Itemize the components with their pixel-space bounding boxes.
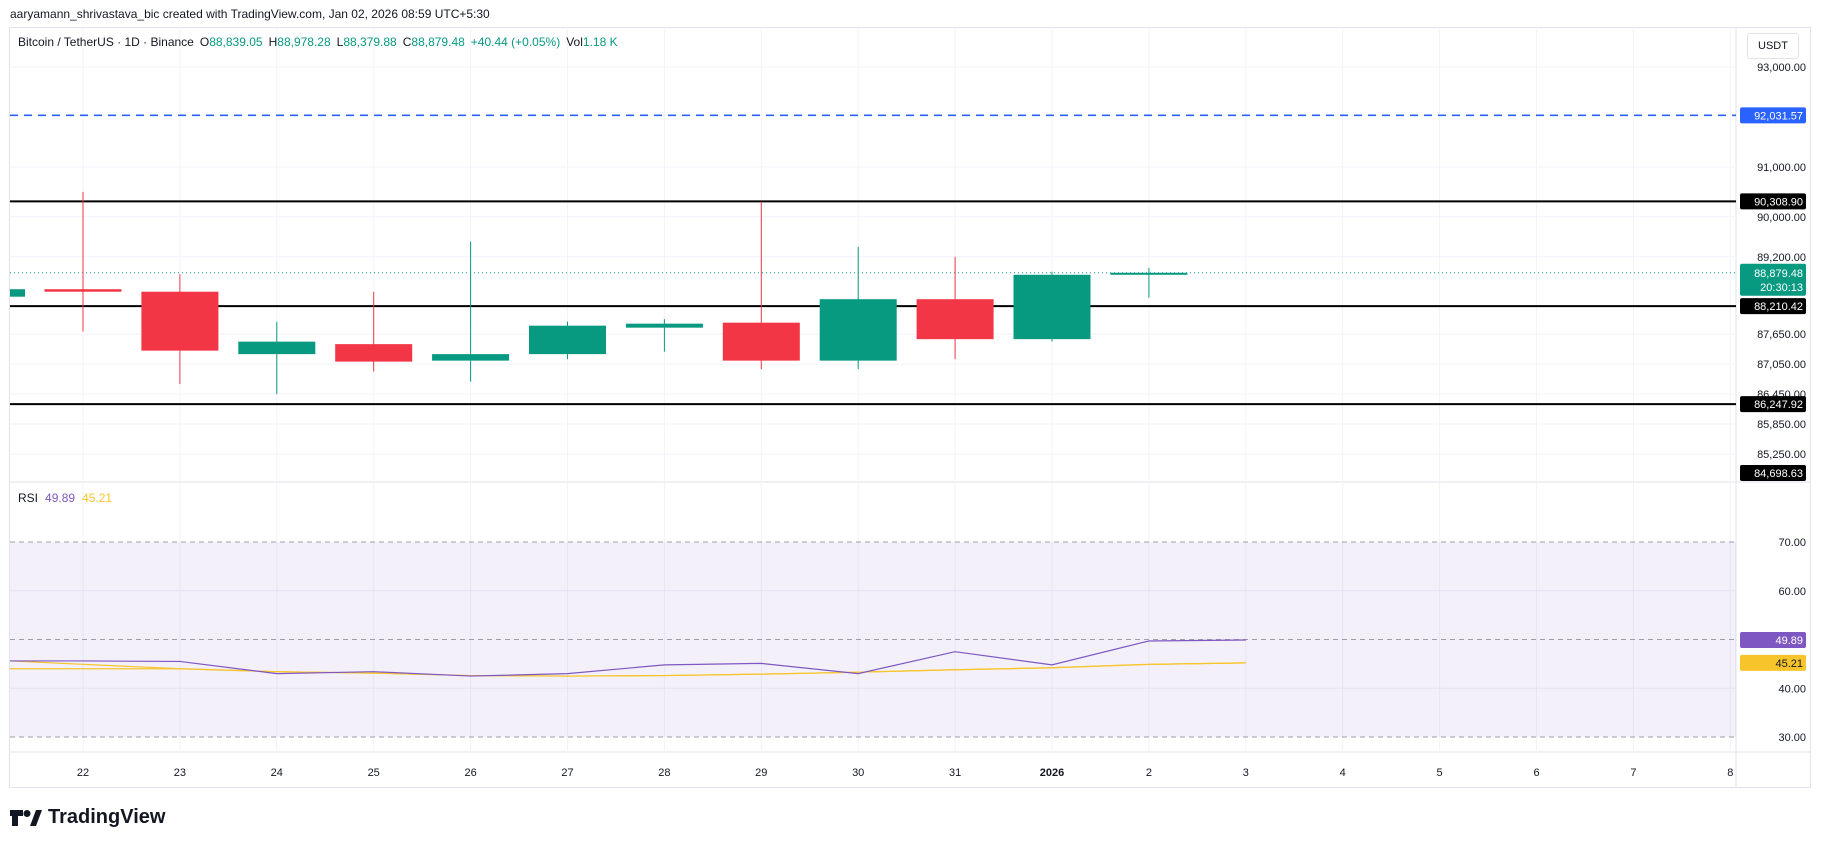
level-price-tag-bg: [1740, 107, 1806, 124]
volume-value: 1.18 K: [582, 35, 618, 49]
price-axis-label: 90,000.00: [1757, 212, 1806, 224]
level-price-tag: 92,031.57: [1754, 110, 1803, 122]
high-label: H: [268, 35, 278, 49]
price-axis-label: 85,850.00: [1757, 419, 1806, 431]
low-label: L: [336, 35, 344, 49]
time-axis-label-2026: 2026: [1040, 767, 1064, 779]
time-axis-label-25: 25: [368, 767, 380, 779]
candle-body-22: [44, 289, 122, 292]
rsi-value-tag: 49.89: [1775, 635, 1803, 647]
open-label: O: [199, 35, 210, 49]
rsi-legend: RSI 49.89 45.21: [18, 491, 112, 505]
time-axis-label-27: 27: [561, 767, 573, 779]
attribution-text: aaryamann_shrivastava_bic created with T…: [10, 7, 490, 21]
high-value: 88,978.28: [277, 35, 331, 49]
ohlc-legend: Bitcoin / TetherUS · 1D · Binance O88,83…: [18, 35, 618, 49]
rsi-ma-tag-bg: [1740, 654, 1806, 671]
level-price-tag-bg: [1740, 193, 1806, 210]
rsi-value-tag-bg: [1740, 632, 1806, 649]
chart-frame: [9, 27, 1811, 788]
price-axis-label: 91,000.00: [1757, 162, 1806, 174]
candle-body-26: [432, 354, 510, 361]
rsi-band: [10, 542, 1736, 737]
time-axis-label-4: 4: [1340, 767, 1346, 779]
bottom-price-tag: 84,698.63: [1754, 468, 1803, 480]
rsi-line: [10, 639, 1246, 677]
close-value: 88,879.48: [411, 35, 465, 49]
time-axis-label-30: 30: [852, 767, 864, 779]
level-price-tag: 90,308.90: [1754, 196, 1803, 208]
price-axis-label: 87,050.00: [1757, 359, 1806, 371]
candle-body-28: [625, 323, 703, 328]
candle-body-30: [819, 299, 897, 361]
rsi-axis-label: 60.00: [1778, 586, 1806, 598]
price-axis-label: 87,650.00: [1757, 329, 1806, 341]
change-value: +40.44 (+0.05%): [470, 35, 561, 49]
last-price-tag-bg: [1740, 263, 1806, 296]
time-axis-label-8: 8: [1727, 767, 1733, 779]
candle-body-23: [141, 291, 219, 351]
rsi-ma-value: 45.21: [82, 491, 113, 505]
rsi-name[interactable]: RSI: [18, 491, 39, 505]
candle-body-25: [335, 344, 413, 362]
tradingview-logo-icon: [10, 809, 42, 826]
low-value: 88,379.88: [343, 35, 397, 49]
candle-body-31: [916, 299, 994, 340]
time-axis-label-26: 26: [464, 767, 476, 779]
volume-label: Vol: [566, 35, 583, 49]
rsi-axis-label: 30.00: [1778, 732, 1806, 744]
countdown-tag: 20:30:13: [1760, 282, 1803, 294]
candle-partial-left: [10, 289, 25, 297]
time-axis-label-24: 24: [271, 767, 283, 779]
currency-selector[interactable]: USDT: [1747, 33, 1799, 59]
bottom-price-tag-bg: [1740, 465, 1806, 481]
last-price-tag: 88,879.48: [1754, 268, 1803, 280]
open-value: 88,839.05: [209, 35, 263, 49]
price-axis-label: 85,250.00: [1757, 449, 1806, 461]
candle-body-24: [238, 341, 316, 355]
symbol-title[interactable]: Bitcoin / TetherUS · 1D · Binance: [18, 35, 194, 49]
candle-body-27: [529, 325, 606, 355]
time-axis-label-28: 28: [658, 767, 670, 779]
price-axis-label: 89,200.00: [1757, 252, 1806, 264]
time-axis-label-5: 5: [1437, 767, 1443, 779]
level-price-tag-bg: [1740, 298, 1806, 315]
time-axis-label-29: 29: [755, 767, 767, 779]
time-axis-label-23: 23: [174, 767, 186, 779]
candle-body-2: [1110, 272, 1188, 275]
time-axis-label-22: 22: [77, 767, 89, 779]
level-price-tag-bg: [1740, 396, 1806, 413]
candle-body-2026: [1013, 274, 1091, 340]
level-price-tag: 86,247.92: [1754, 399, 1803, 411]
rsi-axis-label: 40.00: [1778, 683, 1806, 695]
candle-body-29: [722, 322, 800, 361]
tradingview-logo-text: TradingView: [48, 806, 166, 828]
time-axis-label-2: 2: [1146, 767, 1152, 779]
time-axis-label-3: 3: [1243, 767, 1249, 779]
price-axis-label: 93,000.00: [1757, 62, 1806, 74]
time-axis-label-6: 6: [1533, 767, 1539, 779]
tradingview-logo[interactable]: TradingView: [10, 806, 165, 829]
time-axis-label-31: 31: [949, 767, 961, 779]
close-label: C: [402, 35, 412, 49]
level-price-tag: 88,210.42: [1754, 301, 1803, 313]
rsi-value: 49.89: [45, 491, 76, 505]
rsi-ma-tag: 45.21: [1775, 658, 1803, 670]
rsi-axis-label: 70.00: [1778, 537, 1806, 549]
time-axis-label-7: 7: [1630, 767, 1636, 779]
rsi-ma-line-full: [10, 662, 1246, 677]
